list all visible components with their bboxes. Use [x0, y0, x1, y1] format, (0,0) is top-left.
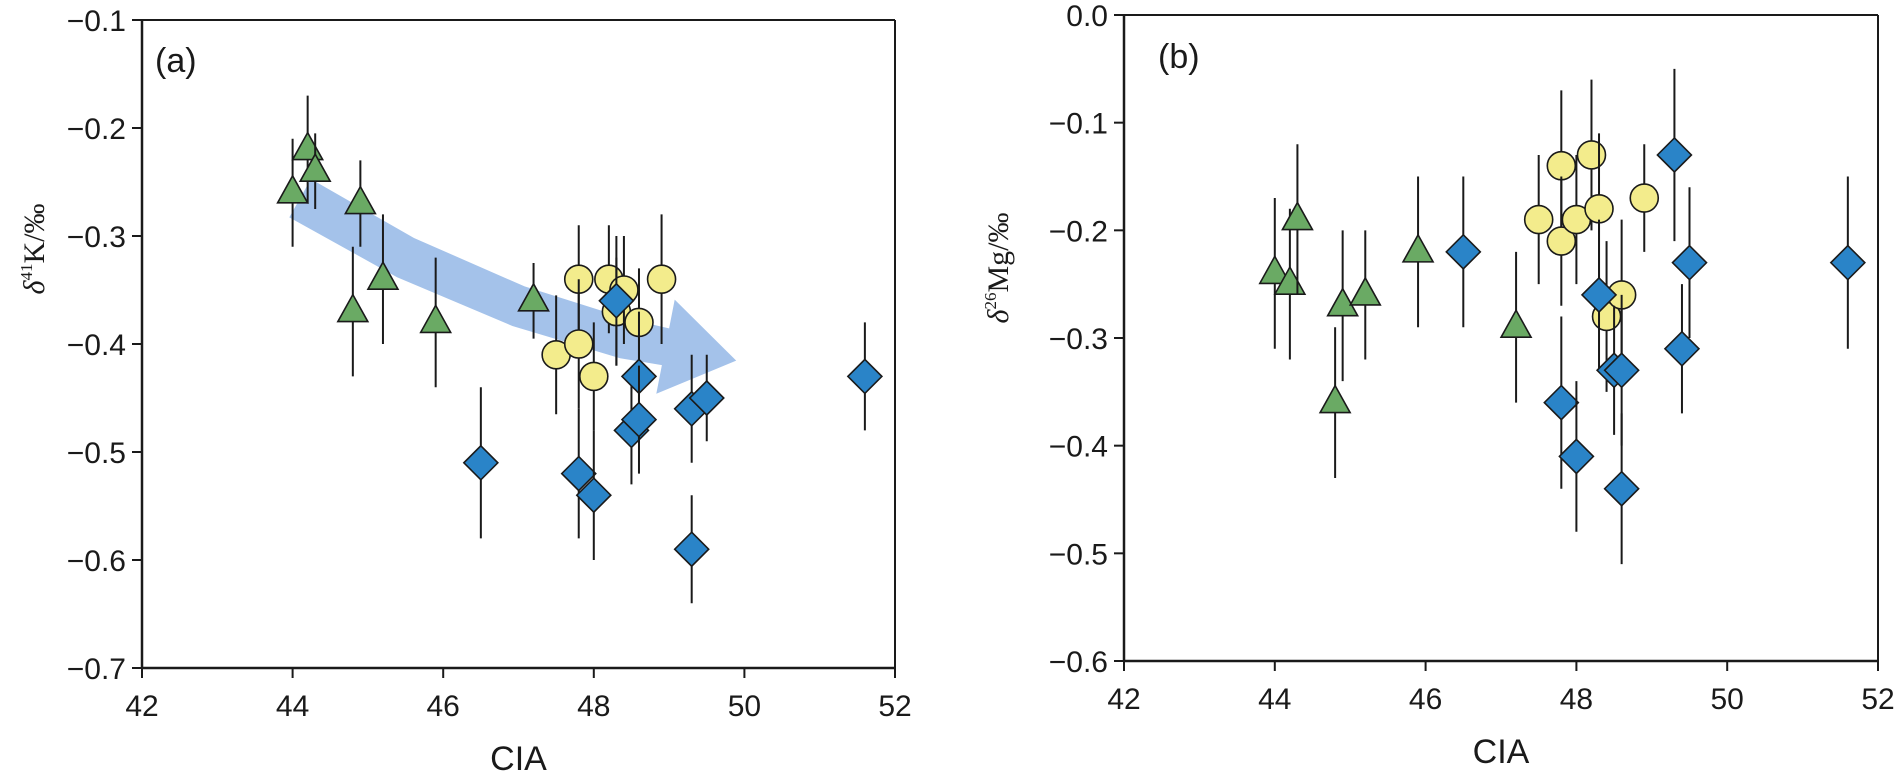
x-tick-label: 52 [1861, 683, 1894, 716]
circle-marker [1584, 194, 1614, 224]
x-axis-title: CIA [490, 740, 547, 778]
y-tick-label: −0.4 [67, 329, 126, 362]
diamond-marker [598, 282, 635, 319]
triangle-marker [336, 292, 370, 323]
y-tick-label: −0.4 [1049, 431, 1108, 464]
diamond-marker [1543, 384, 1580, 421]
y-axis-delta: δ [18, 279, 51, 294]
x-tick-label: 52 [878, 690, 911, 723]
diamond-marker [1603, 470, 1640, 507]
diamond-marker [688, 379, 725, 417]
diamond-marker [1580, 276, 1618, 314]
diamond-marker [1656, 136, 1693, 174]
y-axis-unit: /‰ [18, 204, 51, 242]
x-axis-title: CIA [1473, 733, 1530, 771]
diamond-marker [1603, 352, 1640, 389]
y-axis-isotope: 41 [17, 264, 36, 281]
y-tick-label: −0.2 [67, 113, 126, 146]
triangle-marker [1401, 233, 1435, 263]
triangle-marker [366, 260, 400, 291]
panel-b: 42 44 46 48 50 52 −0.6 −0.5 −0.4 −0.3 −0.2 −0.1 0.0 C… [981, 0, 1895, 771]
panel-label: (b) [1158, 38, 1200, 76]
x-tick-label: 46 [1409, 683, 1442, 716]
diamond-marker [1671, 244, 1708, 281]
panel-a: 42 44 46 48 50 52 −0.7 −0.6 −0.5 −0.4 −0.3 −0.2 −0.1… [17, 5, 912, 778]
y-tick-label: −0.3 [67, 221, 126, 254]
y-axis-title: δ41K/‰ [17, 204, 51, 295]
x-tick-label: 42 [125, 690, 158, 723]
y-tick-label: −0.1 [67, 5, 126, 38]
diamond-marker [620, 401, 658, 438]
y-tick-label: −0.5 [67, 437, 126, 470]
diamond-marker [673, 531, 710, 568]
x-tick-label: 44 [1258, 683, 1291, 716]
diamond-marker [1829, 244, 1866, 281]
x-tick-label: 46 [427, 690, 460, 723]
circle-marker [578, 361, 609, 392]
circle-marker [646, 264, 677, 295]
diamond-marker [560, 455, 597, 492]
circle-marker [563, 329, 594, 359]
panel-label: (a) [155, 42, 197, 80]
circle-marker [1546, 150, 1577, 181]
circle-marker [1523, 204, 1554, 235]
x-tick-label: 50 [728, 690, 761, 723]
diamond-marker [846, 358, 884, 395]
triangle-marker [1499, 308, 1533, 339]
x-tick-label: 44 [276, 690, 309, 723]
x-tick-label: 50 [1711, 683, 1744, 716]
diamond-marker [1558, 438, 1595, 475]
x-tick-label: 48 [1560, 683, 1593, 716]
diamond-marker [462, 444, 499, 481]
y-axis-unit: /‰ [982, 213, 1015, 251]
x-tick-label: 42 [1107, 683, 1140, 716]
triangle-marker [1258, 254, 1292, 285]
triangle-marker [1348, 276, 1382, 306]
diamond-marker [575, 477, 612, 514]
y-tick-label: −0.6 [1049, 646, 1108, 679]
x-tick-label: 48 [577, 690, 610, 723]
y-tick-label: 0.0 [1066, 0, 1108, 33]
circle-marker [1546, 226, 1577, 256]
y-axis-delta: δ [982, 308, 1015, 323]
y-tick-label: −0.2 [1049, 215, 1108, 248]
y-axis-element: K [18, 242, 51, 264]
triangle-marker [291, 130, 325, 161]
triangle-marker [344, 184, 377, 215]
triangle-marker [517, 282, 550, 312]
diamond-marker [1445, 233, 1482, 270]
triangle-marker [1281, 200, 1314, 231]
y-axis-title: δ26Mg/‰ [981, 213, 1015, 324]
triangle-marker [419, 303, 453, 334]
circle-marker [1629, 183, 1660, 213]
triangle-marker [298, 152, 332, 182]
y-axis-isotope: 26 [981, 293, 1000, 310]
circle-marker [1576, 140, 1607, 170]
triangle-marker [276, 174, 309, 204]
triangle-marker [1326, 287, 1360, 317]
diamond-marker [1663, 330, 1701, 367]
y-tick-label: −0.7 [67, 653, 126, 686]
y-tick-label: −0.5 [1049, 538, 1108, 571]
triangle-marker [1318, 383, 1352, 414]
y-tick-label: −0.3 [1049, 323, 1108, 356]
y-tick-label: −0.6 [67, 545, 126, 578]
y-tick-label: −0.1 [1049, 108, 1108, 141]
y-axis-element: Mg [982, 251, 1015, 293]
